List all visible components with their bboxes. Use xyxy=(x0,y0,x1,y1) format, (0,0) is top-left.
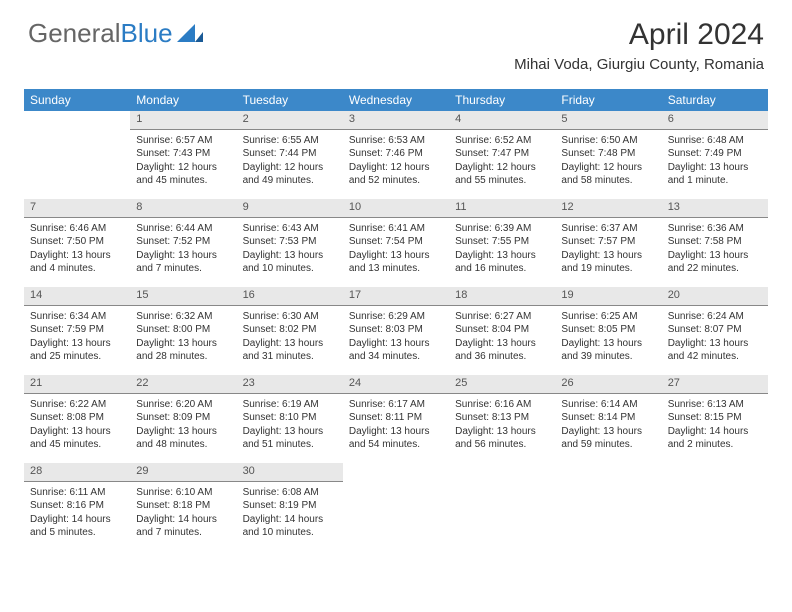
day-number: 3 xyxy=(343,111,449,129)
day-cell: Sunrise: 6:20 AMSunset: 8:09 PMDaylight:… xyxy=(130,393,236,463)
day-number: 23 xyxy=(237,375,343,393)
day-number: 15 xyxy=(130,287,236,305)
day-content-row: Sunrise: 6:11 AMSunset: 8:16 PMDaylight:… xyxy=(24,481,768,551)
day-cell: Sunrise: 6:55 AMSunset: 7:44 PMDaylight:… xyxy=(237,129,343,199)
weekday-header: Monday xyxy=(130,89,236,111)
day-number: 25 xyxy=(449,375,555,393)
day-number: 2 xyxy=(237,111,343,129)
weekday-header: Wednesday xyxy=(343,89,449,111)
day-content-row: Sunrise: 6:57 AMSunset: 7:43 PMDaylight:… xyxy=(24,129,768,199)
weekday-header-row: Sunday Monday Tuesday Wednesday Thursday… xyxy=(24,89,768,111)
day-cell: Sunrise: 6:43 AMSunset: 7:53 PMDaylight:… xyxy=(237,217,343,287)
day-number: 12 xyxy=(555,199,661,217)
day-number: 9 xyxy=(237,199,343,217)
day-cell: Sunrise: 6:22 AMSunset: 8:08 PMDaylight:… xyxy=(24,393,130,463)
day-cell: Sunrise: 6:41 AMSunset: 7:54 PMDaylight:… xyxy=(343,217,449,287)
day-cell: Sunrise: 6:10 AMSunset: 8:18 PMDaylight:… xyxy=(130,481,236,551)
day-number: 10 xyxy=(343,199,449,217)
day-number: 27 xyxy=(662,375,768,393)
day-cell: Sunrise: 6:13 AMSunset: 8:15 PMDaylight:… xyxy=(662,393,768,463)
day-cell xyxy=(555,481,661,551)
logo: GeneralBlue xyxy=(28,18,203,49)
weekday-header: Thursday xyxy=(449,89,555,111)
title-block: April 2024 Mihai Voda, Giurgiu County, R… xyxy=(514,18,764,73)
logo-text-2: Blue xyxy=(121,18,173,49)
day-cell: Sunrise: 6:27 AMSunset: 8:04 PMDaylight:… xyxy=(449,305,555,375)
day-number xyxy=(449,463,555,481)
day-cell: Sunrise: 6:44 AMSunset: 7:52 PMDaylight:… xyxy=(130,217,236,287)
day-number: 11 xyxy=(449,199,555,217)
day-content-row: Sunrise: 6:22 AMSunset: 8:08 PMDaylight:… xyxy=(24,393,768,463)
weekday-header: Saturday xyxy=(662,89,768,111)
day-number: 26 xyxy=(555,375,661,393)
day-cell: Sunrise: 6:30 AMSunset: 8:02 PMDaylight:… xyxy=(237,305,343,375)
day-number: 17 xyxy=(343,287,449,305)
day-cell: Sunrise: 6:17 AMSunset: 8:11 PMDaylight:… xyxy=(343,393,449,463)
day-cell: Sunrise: 6:39 AMSunset: 7:55 PMDaylight:… xyxy=(449,217,555,287)
day-number xyxy=(662,463,768,481)
day-cell: Sunrise: 6:32 AMSunset: 8:00 PMDaylight:… xyxy=(130,305,236,375)
day-number xyxy=(24,111,130,129)
day-cell: Sunrise: 6:50 AMSunset: 7:48 PMDaylight:… xyxy=(555,129,661,199)
day-cell xyxy=(662,481,768,551)
day-cell: Sunrise: 6:52 AMSunset: 7:47 PMDaylight:… xyxy=(449,129,555,199)
day-cell: Sunrise: 6:46 AMSunset: 7:50 PMDaylight:… xyxy=(24,217,130,287)
day-number xyxy=(343,463,449,481)
triangle-icon xyxy=(177,18,203,49)
day-cell: Sunrise: 6:36 AMSunset: 7:58 PMDaylight:… xyxy=(662,217,768,287)
day-number: 21 xyxy=(24,375,130,393)
day-cell: Sunrise: 6:19 AMSunset: 8:10 PMDaylight:… xyxy=(237,393,343,463)
month-title: April 2024 xyxy=(514,18,764,52)
weekday-header: Tuesday xyxy=(237,89,343,111)
day-cell: Sunrise: 6:48 AMSunset: 7:49 PMDaylight:… xyxy=(662,129,768,199)
day-cell: Sunrise: 6:34 AMSunset: 7:59 PMDaylight:… xyxy=(24,305,130,375)
day-number: 24 xyxy=(343,375,449,393)
day-number: 22 xyxy=(130,375,236,393)
day-cell: Sunrise: 6:08 AMSunset: 8:19 PMDaylight:… xyxy=(237,481,343,551)
day-number: 1 xyxy=(130,111,236,129)
day-number: 29 xyxy=(130,463,236,481)
day-cell xyxy=(449,481,555,551)
day-number-row: 78910111213 xyxy=(24,199,768,217)
day-number: 28 xyxy=(24,463,130,481)
day-number: 16 xyxy=(237,287,343,305)
day-cell: Sunrise: 6:37 AMSunset: 7:57 PMDaylight:… xyxy=(555,217,661,287)
location: Mihai Voda, Giurgiu County, Romania xyxy=(514,56,764,73)
day-number: 18 xyxy=(449,287,555,305)
day-cell: Sunrise: 6:25 AMSunset: 8:05 PMDaylight:… xyxy=(555,305,661,375)
day-number: 30 xyxy=(237,463,343,481)
day-cell: Sunrise: 6:53 AMSunset: 7:46 PMDaylight:… xyxy=(343,129,449,199)
day-content-row: Sunrise: 6:46 AMSunset: 7:50 PMDaylight:… xyxy=(24,217,768,287)
day-cell xyxy=(24,129,130,199)
day-number-row: 14151617181920 xyxy=(24,287,768,305)
header: GeneralBlue April 2024 Mihai Voda, Giurg… xyxy=(0,0,792,81)
day-cell: Sunrise: 6:11 AMSunset: 8:16 PMDaylight:… xyxy=(24,481,130,551)
logo-text-1: General xyxy=(28,18,121,49)
day-cell: Sunrise: 6:16 AMSunset: 8:13 PMDaylight:… xyxy=(449,393,555,463)
weekday-header: Sunday xyxy=(24,89,130,111)
day-cell: Sunrise: 6:29 AMSunset: 8:03 PMDaylight:… xyxy=(343,305,449,375)
day-number: 19 xyxy=(555,287,661,305)
day-number: 14 xyxy=(24,287,130,305)
day-number: 6 xyxy=(662,111,768,129)
day-number-row: 21222324252627 xyxy=(24,375,768,393)
day-number: 13 xyxy=(662,199,768,217)
day-cell xyxy=(343,481,449,551)
day-number xyxy=(555,463,661,481)
day-number-row: 282930 xyxy=(24,463,768,481)
day-number: 4 xyxy=(449,111,555,129)
day-cell: Sunrise: 6:14 AMSunset: 8:14 PMDaylight:… xyxy=(555,393,661,463)
day-number: 8 xyxy=(130,199,236,217)
day-number-row: 123456 xyxy=(24,111,768,129)
day-content-row: Sunrise: 6:34 AMSunset: 7:59 PMDaylight:… xyxy=(24,305,768,375)
day-number: 20 xyxy=(662,287,768,305)
calendar-table: Sunday Monday Tuesday Wednesday Thursday… xyxy=(24,89,768,551)
day-cell: Sunrise: 6:24 AMSunset: 8:07 PMDaylight:… xyxy=(662,305,768,375)
day-cell: Sunrise: 6:57 AMSunset: 7:43 PMDaylight:… xyxy=(130,129,236,199)
day-number: 5 xyxy=(555,111,661,129)
weekday-header: Friday xyxy=(555,89,661,111)
day-number: 7 xyxy=(24,199,130,217)
